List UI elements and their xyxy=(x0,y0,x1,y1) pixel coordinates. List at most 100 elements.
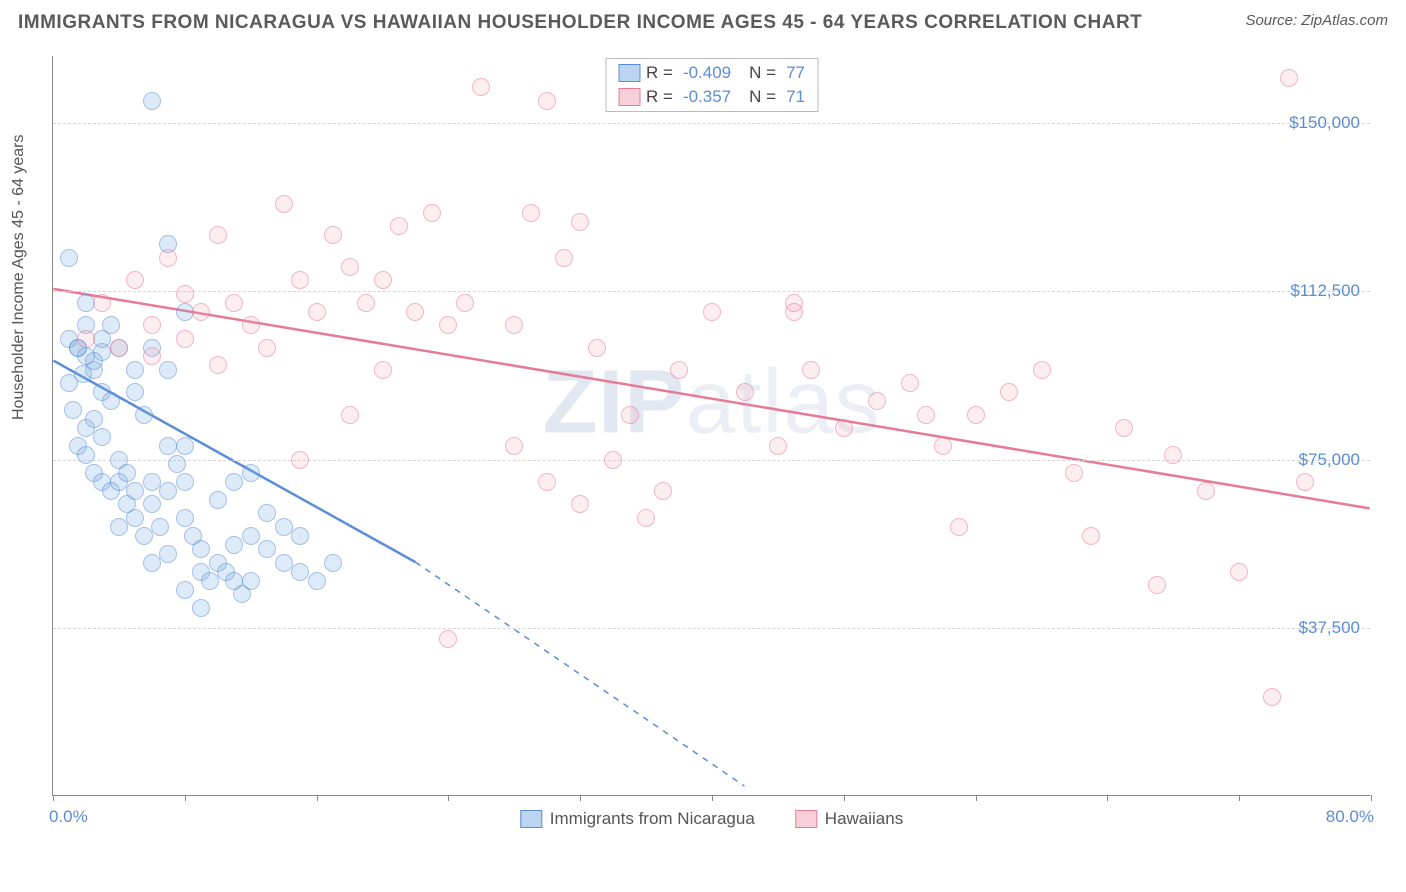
gridline xyxy=(53,123,1370,124)
data-point xyxy=(93,428,111,446)
data-point xyxy=(901,374,919,392)
x-max-label: 80.0% xyxy=(1326,807,1374,827)
data-point xyxy=(341,258,359,276)
data-point xyxy=(588,339,606,357)
data-point xyxy=(209,356,227,374)
series-legend: Immigrants from Nicaragua Hawaiians xyxy=(520,809,903,829)
data-point xyxy=(538,92,556,110)
data-point xyxy=(143,495,161,513)
legend-swatch-blue xyxy=(618,64,640,82)
data-point xyxy=(357,294,375,312)
data-point xyxy=(1115,419,1133,437)
data-point xyxy=(917,406,935,424)
data-point xyxy=(118,464,136,482)
legend-label-blue: Immigrants from Nicaragua xyxy=(550,809,755,829)
data-point xyxy=(785,303,803,321)
data-point xyxy=(93,330,111,348)
data-point xyxy=(151,518,169,536)
data-point xyxy=(77,294,95,312)
data-point xyxy=(522,204,540,222)
correlation-legend: R = -0.409 N = 77 R = -0.357 N = 71 xyxy=(605,58,818,112)
data-point xyxy=(242,572,260,590)
data-point xyxy=(143,554,161,572)
data-point xyxy=(60,249,78,267)
data-point xyxy=(324,554,342,572)
data-point xyxy=(176,303,194,321)
data-point xyxy=(225,473,243,491)
xtick xyxy=(844,795,845,801)
xtick xyxy=(712,795,713,801)
scatter-chart: ZIPatlas R = -0.409 N = 77 R = -0.357 N … xyxy=(52,56,1370,796)
legend-swatch-pink xyxy=(618,88,640,106)
data-point xyxy=(93,294,111,312)
data-point xyxy=(110,339,128,357)
chart-source: Source: ZipAtlas.com xyxy=(1245,12,1388,29)
data-point xyxy=(324,226,342,244)
data-point xyxy=(275,195,293,213)
data-point xyxy=(406,303,424,321)
data-point xyxy=(176,330,194,348)
data-point xyxy=(209,226,227,244)
data-point xyxy=(1065,464,1083,482)
data-point xyxy=(143,473,161,491)
r-value-blue: -0.409 xyxy=(683,63,731,83)
legend-row-pink: R = -0.357 N = 71 xyxy=(606,85,817,109)
data-point xyxy=(868,392,886,410)
data-point xyxy=(74,365,92,383)
legend-item-pink: Hawaiians xyxy=(795,809,903,829)
data-point xyxy=(456,294,474,312)
data-point xyxy=(275,518,293,536)
data-point xyxy=(654,482,672,500)
data-point xyxy=(201,572,219,590)
data-point xyxy=(291,451,309,469)
data-point xyxy=(374,271,392,289)
data-point xyxy=(1280,69,1298,87)
data-point xyxy=(159,437,177,455)
data-point xyxy=(176,581,194,599)
trend-lines xyxy=(53,56,1370,795)
data-point xyxy=(143,347,161,365)
data-point xyxy=(637,509,655,527)
xtick xyxy=(448,795,449,801)
legend-label-pink: Hawaiians xyxy=(825,809,903,829)
data-point xyxy=(64,401,82,419)
data-point xyxy=(505,437,523,455)
data-point xyxy=(225,294,243,312)
data-point xyxy=(621,406,639,424)
data-point xyxy=(341,406,359,424)
data-point xyxy=(802,361,820,379)
n-value-pink: 71 xyxy=(786,87,805,107)
data-point xyxy=(291,527,309,545)
ytick-label: $150,000 xyxy=(1289,113,1360,133)
data-point xyxy=(538,473,556,491)
data-point xyxy=(258,339,276,357)
watermark: ZIPatlas xyxy=(542,352,880,455)
data-point xyxy=(110,518,128,536)
data-point xyxy=(275,554,293,572)
data-point xyxy=(423,204,441,222)
xtick xyxy=(1239,795,1240,801)
legend-swatch-pink-icon xyxy=(795,810,817,828)
data-point xyxy=(168,455,186,473)
xtick xyxy=(976,795,977,801)
data-point xyxy=(242,527,260,545)
data-point xyxy=(258,540,276,558)
ytick-label: $75,000 xyxy=(1299,450,1360,470)
data-point xyxy=(126,271,144,289)
data-point xyxy=(159,482,177,500)
data-point xyxy=(209,491,227,509)
n-value-blue: 77 xyxy=(786,63,805,83)
data-point xyxy=(192,540,210,558)
data-point xyxy=(126,383,144,401)
data-point xyxy=(670,361,688,379)
xtick xyxy=(317,795,318,801)
data-point xyxy=(77,446,95,464)
ytick-label: $37,500 xyxy=(1299,618,1360,638)
legend-row-blue: R = -0.409 N = 77 xyxy=(606,61,817,85)
data-point xyxy=(176,437,194,455)
data-point xyxy=(176,473,194,491)
data-point xyxy=(1082,527,1100,545)
data-point xyxy=(1148,576,1166,594)
data-point xyxy=(439,630,457,648)
data-point xyxy=(1164,446,1182,464)
